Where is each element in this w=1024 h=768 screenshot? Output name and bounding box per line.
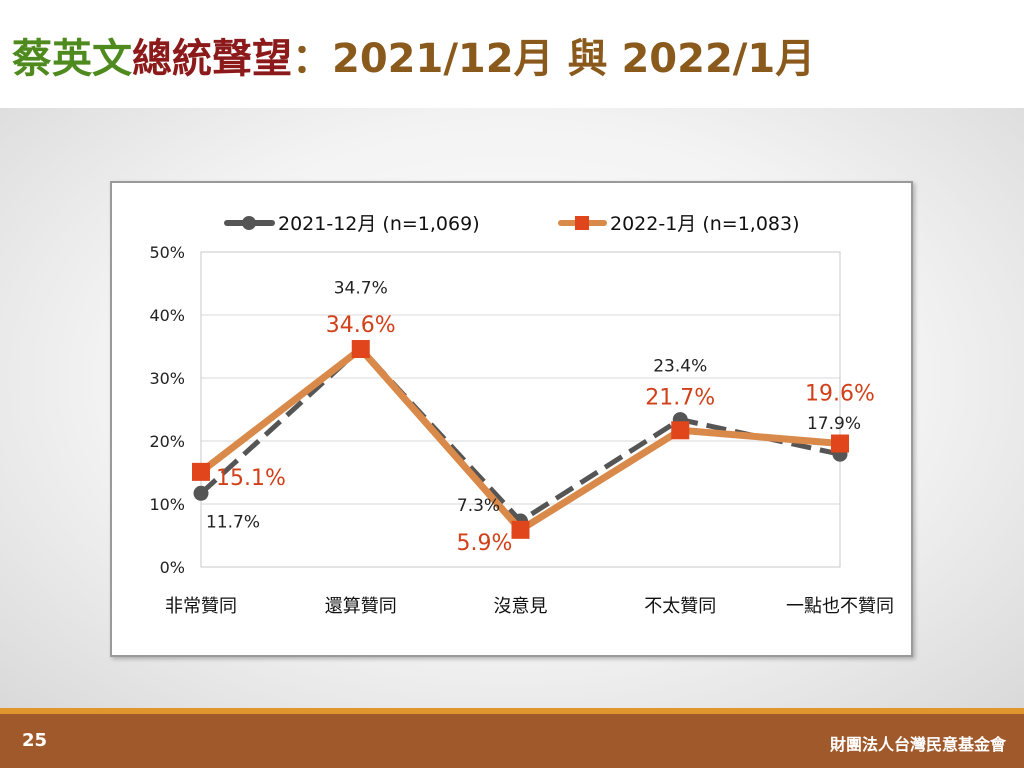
data-label-2021-12: 7.3% [457, 496, 500, 516]
title-name: 蔡英文 [12, 36, 132, 82]
title-period: ：2021/12月 與 2022/1月 [292, 36, 816, 82]
series-point-2022-01 [511, 520, 530, 539]
page-title: 蔡英文總統聲望：2021/12月 與 2022/1月 [12, 26, 815, 84]
x-tick-label: 還算贊同 [325, 596, 397, 617]
title-topic: 總統聲望 [132, 36, 292, 82]
legend-marker-2022-01 [575, 216, 589, 230]
legend-label-2022-01: 2022-1月 (n=1,083) [610, 213, 800, 235]
legend-marker-2021-12 [242, 216, 256, 230]
y-tick-label: 10% [149, 495, 185, 514]
y-tick-label: 50% [149, 243, 185, 262]
data-label-2021-12: 23.4% [653, 357, 707, 377]
y-tick-label: 20% [149, 432, 185, 451]
line-chart: 0% 10% 20% 30% 40% 50% 非常贊同 還算贊同 沒意見 不太贊同 一點也不贊同 11… [149, 213, 894, 617]
x-tick-label: 非常贊同 [165, 596, 237, 617]
x-tick-label: 一點也不贊同 [786, 596, 894, 617]
legend-label-2021-12: 2021-12月 (n=1,069) [278, 213, 480, 235]
y-tick-label: 40% [149, 306, 185, 325]
data-label-2022-01: 34.6% [326, 313, 396, 338]
x-tick-label: 沒意見 [494, 596, 548, 617]
y-tick-label: 30% [149, 369, 185, 388]
data-label-2021-12: 34.7% [334, 278, 388, 298]
series-point-2022-01 [671, 421, 690, 440]
organization-name: 財團法人台灣民意基金會 [829, 735, 1006, 754]
data-label-2022-01: 21.7% [645, 385, 715, 410]
series-point-2022-01 [351, 340, 370, 359]
series-point-2021-12 [193, 485, 209, 501]
chart-frame: 0% 10% 20% 30% 40% 50% 非常贊同 還算贊同 沒意見 不太贊同 一點也不贊同 11… [110, 181, 913, 657]
series-point-2022-01 [192, 462, 210, 481]
data-label-2021-12: 11.7% [206, 512, 260, 532]
series-point-2022-01 [831, 434, 849, 453]
plot-area [200, 251, 841, 568]
x-tick-label: 不太贊同 [644, 596, 716, 617]
data-label-2021-12: 17.9% [807, 414, 861, 434]
footer: 25 財團法人台灣民意基金會 [0, 714, 1024, 768]
page-number: 25 [22, 730, 48, 751]
y-tick-label: 0% [160, 558, 185, 577]
series-line-2022-01 [198, 345, 841, 534]
title-bar: 蔡英文總統聲望：2021/12月 與 2022/1月 [0, 0, 1024, 108]
data-label-2022-01: 5.9% [457, 531, 513, 556]
footer-accent-line [0, 708, 1024, 714]
data-label-2022-01: 19.6% [805, 382, 875, 407]
data-label-2022-01: 15.1% [216, 466, 286, 491]
